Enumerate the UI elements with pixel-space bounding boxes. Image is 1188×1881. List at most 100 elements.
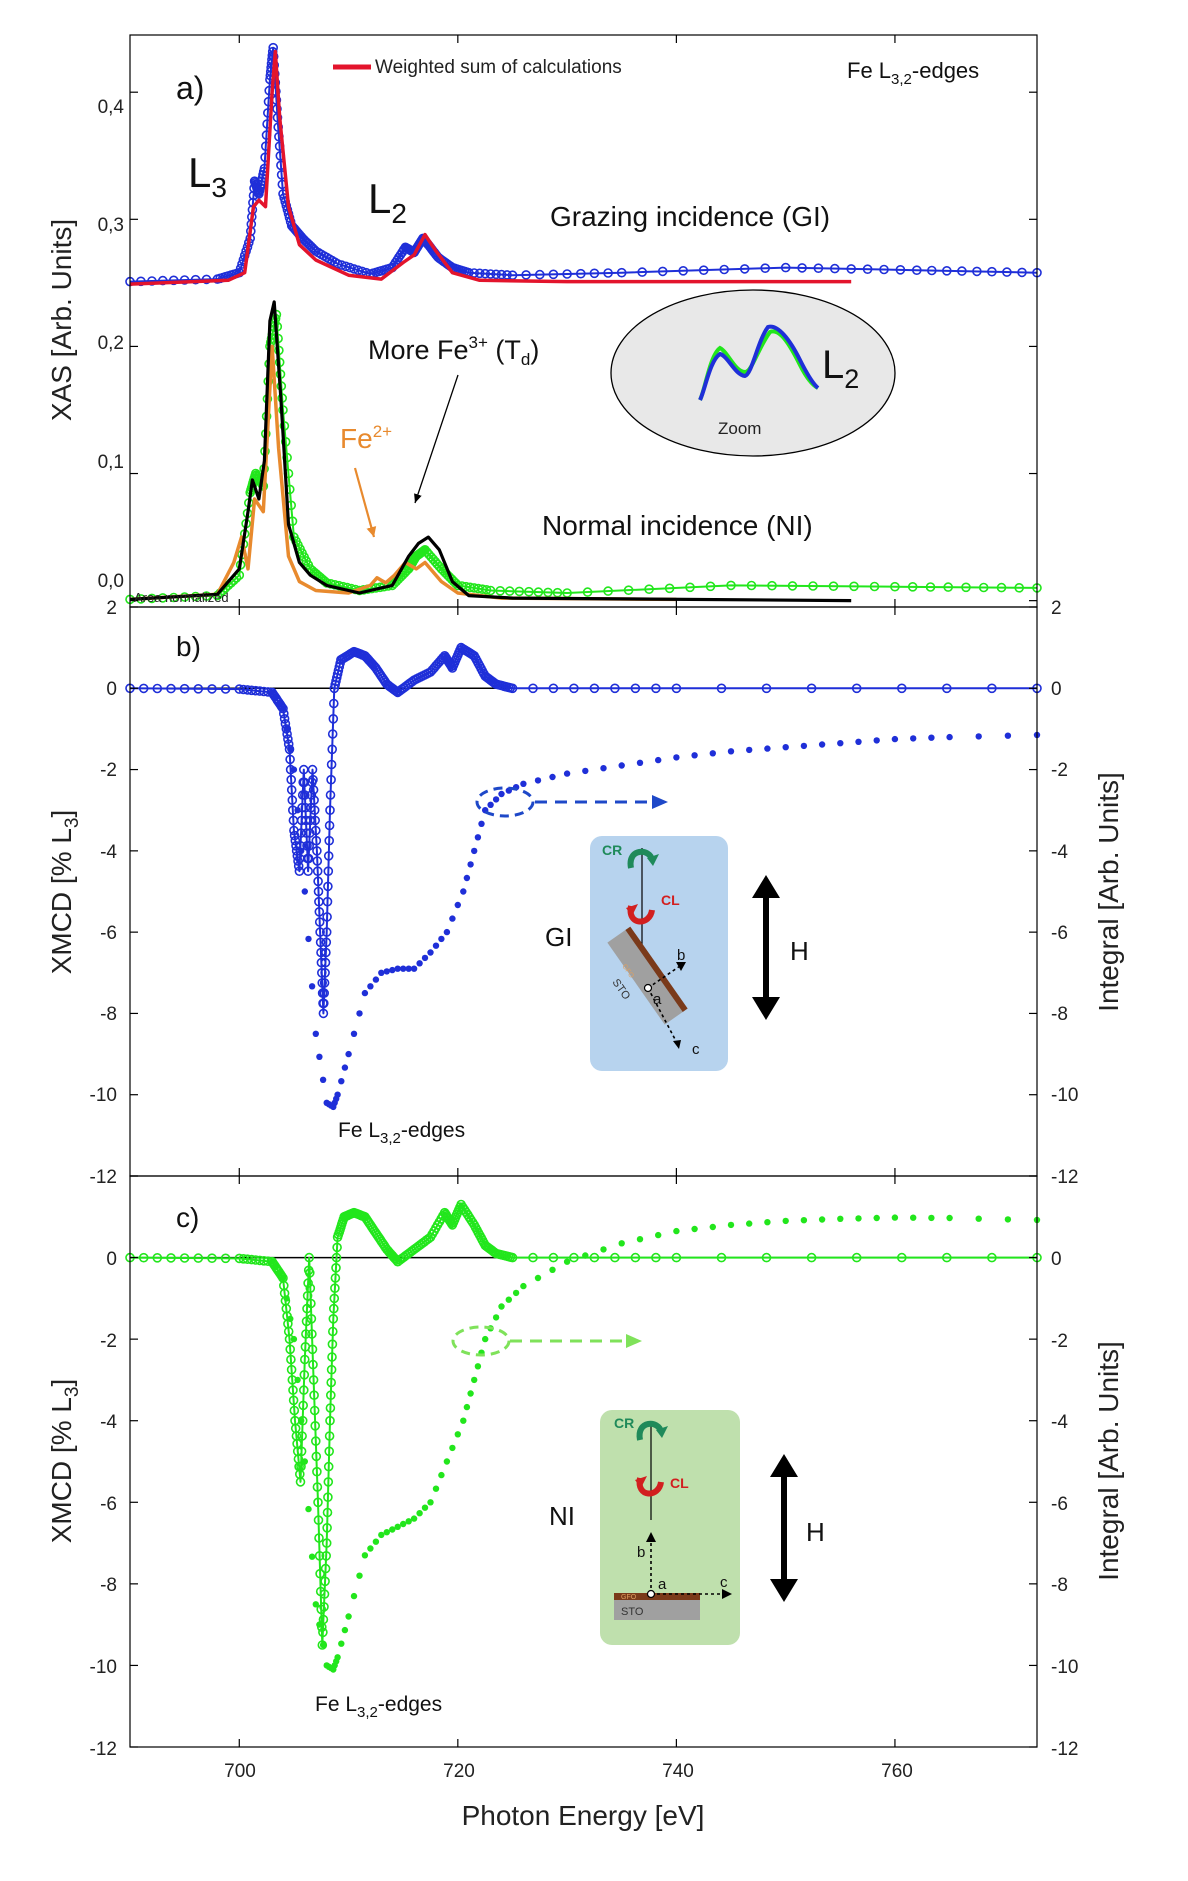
- c-y2tick-label: -12: [1051, 1739, 1078, 1760]
- c-ytick-label: -10: [90, 1657, 117, 1678]
- integral-point: [279, 705, 287, 712]
- integral-point: [334, 1654, 341, 1661]
- data-point: [310, 1421, 321, 1431]
- c-y2tick-label: 0: [1051, 1249, 1062, 1270]
- c-y2tick-label: -2: [1051, 1331, 1068, 1352]
- c-axis-b-label: b: [637, 1544, 645, 1561]
- integral-point: [389, 1526, 396, 1533]
- integral-point: [582, 1252, 589, 1259]
- data-point: [207, 1253, 217, 1263]
- integral-point: [1004, 732, 1012, 739]
- a-y-axis-label: XAS [Arb. Units]: [46, 219, 77, 421]
- xtick-label: 720: [443, 1761, 475, 1782]
- integral-point: [1004, 1216, 1012, 1223]
- data-point: [534, 269, 545, 280]
- integral-point: [636, 759, 644, 766]
- integral-point: [290, 1335, 298, 1343]
- data-point: [308, 785, 319, 795]
- data-point: [138, 1252, 149, 1263]
- c-y2tick-label: -10: [1051, 1657, 1078, 1678]
- c-integral-marker-ellipse: [451, 1325, 511, 1357]
- data-point: [630, 1252, 641, 1263]
- data-point: [719, 264, 730, 275]
- data-point: [309, 1405, 320, 1416]
- integral-point: [975, 1215, 982, 1222]
- data-point: [320, 957, 331, 968]
- integral-point: [345, 1050, 352, 1058]
- data-point: [327, 729, 338, 739]
- data-point: [292, 851, 303, 861]
- integral-point: [946, 733, 953, 741]
- integral-point: [910, 1214, 917, 1221]
- b-ytick-label: -2: [100, 760, 117, 781]
- data-point: [299, 1354, 310, 1365]
- data-point: [603, 268, 613, 278]
- b-integral-arrowhead: [652, 795, 668, 809]
- integral-point: [563, 1258, 571, 1265]
- data-point: [179, 275, 190, 285]
- data-point: [301, 1316, 312, 1327]
- data-point: [320, 1563, 331, 1574]
- data-point: [307, 1329, 317, 1339]
- data-point: [312, 856, 323, 866]
- integral-point: [655, 756, 662, 764]
- data-point: [543, 587, 553, 598]
- data-point: [325, 805, 335, 816]
- b-y2tick-label: -8: [1051, 1004, 1068, 1025]
- data-point: [911, 265, 922, 276]
- integral-point: [460, 888, 467, 895]
- b-ytick-label: -6: [100, 923, 117, 944]
- data-point: [521, 270, 531, 280]
- data-point: [961, 582, 971, 593]
- data-point: [303, 866, 313, 877]
- xtick-label: 740: [662, 1761, 694, 1782]
- integral-point: [416, 960, 423, 967]
- c-ytick-label: 0: [106, 1249, 117, 1270]
- c-ytick-label: -8: [100, 1575, 117, 1596]
- data-point: [678, 265, 689, 276]
- integral-point: [383, 968, 390, 975]
- data-point: [787, 581, 798, 591]
- integral-point: [400, 965, 407, 972]
- data-point: [314, 1533, 324, 1543]
- data-point: [286, 1354, 296, 1365]
- integral-point: [474, 834, 482, 841]
- integral-point: [394, 1523, 401, 1531]
- data-point: [828, 581, 839, 592]
- integral-point: [316, 1053, 323, 1061]
- data-point: [295, 1477, 306, 1487]
- data-point: [761, 1252, 772, 1263]
- data-point: [610, 1252, 620, 1263]
- integral-point: [975, 733, 982, 740]
- data-point: [303, 1278, 313, 1288]
- data-point: [313, 886, 324, 897]
- integral-point: [301, 888, 308, 895]
- data-point: [327, 1352, 337, 1362]
- series-line: [129, 300, 852, 603]
- data-point: [319, 978, 330, 988]
- integral-point: [272, 694, 279, 701]
- data-point: [286, 1364, 297, 1375]
- c-ytick-label: -6: [100, 1494, 117, 1515]
- integral-point: [287, 1315, 294, 1323]
- b-ytick-label: -10: [90, 1085, 117, 1106]
- data-point: [298, 1400, 309, 1411]
- data-point: [987, 1252, 997, 1263]
- data-point: [318, 998, 329, 1009]
- data-point: [336, 260, 347, 270]
- integral-point: [467, 861, 474, 868]
- b-ytick-label: 0: [106, 679, 117, 700]
- data-point: [324, 1431, 335, 1441]
- integral-point: [764, 1219, 771, 1226]
- data-point: [321, 937, 332, 948]
- data-point: [293, 856, 303, 866]
- integral-point: [372, 1538, 380, 1545]
- integral-point: [298, 1417, 305, 1424]
- data-point: [761, 683, 772, 694]
- b-ytick-label: -12: [90, 1167, 117, 1188]
- data-point: [312, 1482, 323, 1492]
- data-point: [391, 686, 402, 697]
- integral-point: [305, 935, 312, 943]
- data-point: [303, 853, 314, 864]
- data-point: [326, 774, 336, 785]
